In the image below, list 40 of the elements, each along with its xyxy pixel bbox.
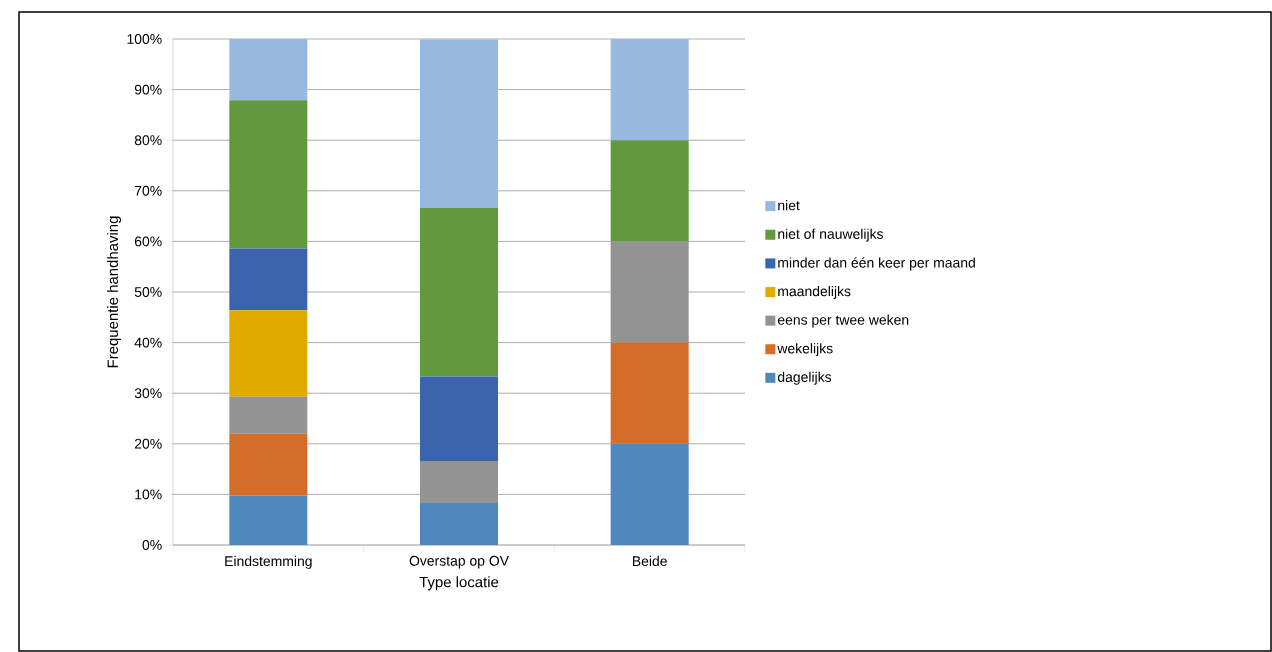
y-tick-label: 50% (134, 287, 162, 297)
legend-label: niet (778, 200, 800, 211)
y-tick-label: 70% (134, 185, 162, 196)
bar (229, 396, 308, 434)
y-tick-label: 20% (134, 438, 162, 449)
legend-label: eens per twee weken (777, 314, 909, 328)
bar (420, 376, 498, 461)
bar (420, 208, 498, 377)
legend-label: wekelijks (777, 343, 833, 357)
y-tick-label: 10% (135, 489, 162, 500)
x-tick-label: Beide (632, 555, 667, 567)
x-axis-title: Type locatie (419, 576, 499, 591)
bar (229, 495, 308, 545)
bar (610, 140, 689, 242)
y-tick-label: 100% (127, 34, 162, 44)
bar (229, 248, 308, 311)
bar (420, 39, 498, 208)
bar (420, 503, 498, 545)
bar (610, 38, 689, 141)
bar (420, 461, 498, 503)
x-tick-label: Overstap op OV (409, 555, 509, 569)
bar (610, 443, 689, 545)
y-tick-label: 40% (134, 337, 162, 348)
bar (229, 310, 308, 397)
y-axis-title: Frequentie handhaving (107, 216, 121, 368)
legend-label: dagelijks (777, 371, 832, 385)
bar (610, 342, 689, 444)
x-tick-label: Eindstemming (225, 555, 312, 569)
y-tick-label: 30% (134, 388, 162, 399)
bar (229, 433, 308, 496)
bar (229, 38, 308, 101)
y-tick-label: 0% (142, 540, 162, 550)
y-tick-label: 90% (134, 84, 162, 95)
y-tick-label: 60% (134, 236, 162, 247)
y-tick-label: 80% (134, 135, 162, 146)
legend-label: minder dan één keer per maand (778, 257, 975, 271)
bar (229, 100, 308, 249)
bar (610, 241, 689, 343)
legend-label: niet of nauwelijks (778, 228, 884, 242)
legend-label: maandelijks (778, 285, 851, 299)
